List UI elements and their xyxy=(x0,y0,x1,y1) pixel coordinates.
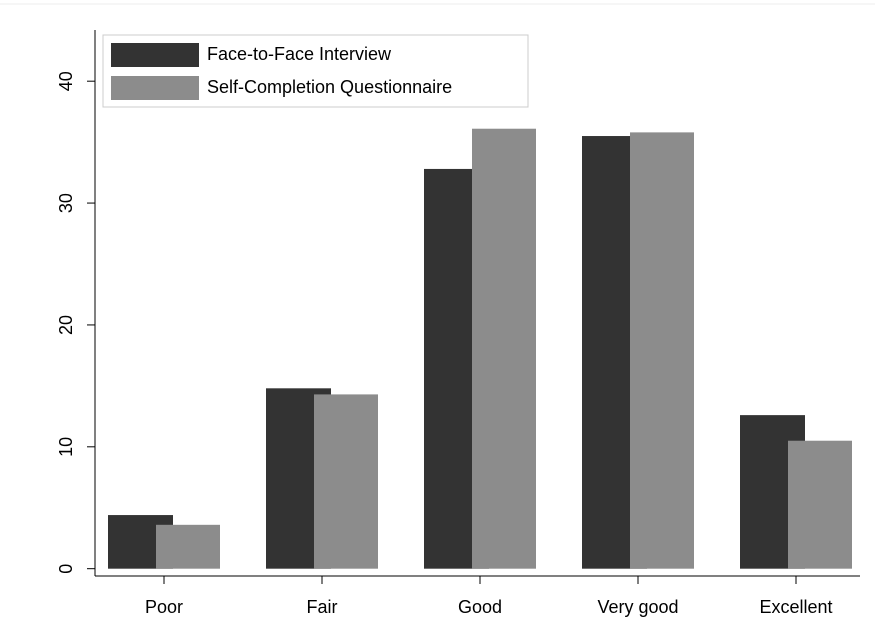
y-tick-label: 40 xyxy=(56,71,76,91)
bar xyxy=(630,132,694,569)
y-tick-label: 20 xyxy=(56,315,76,335)
x-tick-label: Fair xyxy=(307,597,338,617)
x-tick-label: Very good xyxy=(597,597,678,617)
bar xyxy=(156,524,220,569)
legend-label: Face-to-Face Interview xyxy=(207,44,392,64)
legend-swatch xyxy=(111,43,199,67)
legend-swatch xyxy=(111,76,199,100)
bar xyxy=(314,394,378,569)
legend-label: Self-Completion Questionnaire xyxy=(207,77,452,97)
x-tick-label: Poor xyxy=(145,597,183,617)
bar xyxy=(472,128,536,569)
bar xyxy=(788,440,852,569)
y-tick-label: 0 xyxy=(56,564,76,574)
y-tick-label: 30 xyxy=(56,193,76,213)
x-tick-label: Good xyxy=(458,597,502,617)
y-tick-label: 10 xyxy=(56,437,76,457)
x-tick-label: Excellent xyxy=(759,597,832,617)
